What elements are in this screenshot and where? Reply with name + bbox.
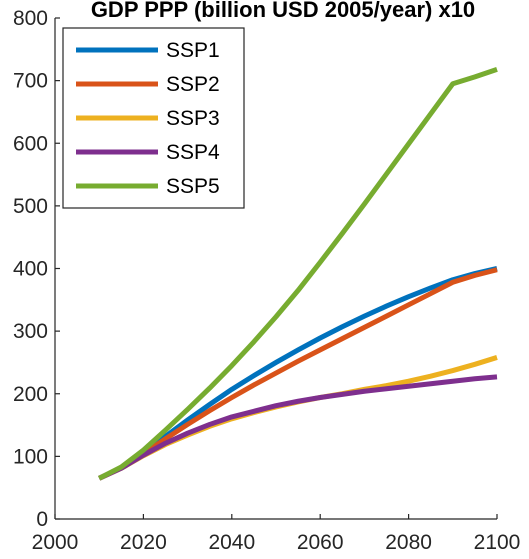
x-tick-label: 2020 (120, 531, 167, 554)
x-tick-label: 2080 (385, 531, 432, 554)
series-line-ssp4 (98, 374, 498, 481)
legend: SSP1 SSP2 SSP3 SSP4 SSP5 (62, 27, 245, 209)
x-tick-label: 2000 (32, 531, 79, 554)
y-tick-label: 500 (13, 195, 48, 218)
y-tick-label: 600 (13, 132, 48, 155)
legend-label-ssp1: SSP1 (166, 39, 220, 62)
chart-title: GDP PPP (billion USD 2005/year) x10 (91, 0, 475, 22)
series-line-ssp5 (98, 66, 498, 481)
y-tick-label: 700 (13, 70, 48, 93)
x-tick-label: 2040 (208, 531, 255, 554)
x-tick-label: 2100 (474, 531, 521, 554)
legend-label-ssp4: SSP4 (166, 141, 220, 164)
ticks-layer: 0 100 200 300 400 500 600 700 800 2000 2020 2040 206… (13, 7, 520, 554)
y-tick-label: 800 (13, 7, 48, 30)
series-line-ssp3 (98, 355, 498, 481)
y-tick-label: 200 (13, 383, 48, 406)
y-tick-label: 300 (13, 320, 48, 343)
series-line-ssp2 (98, 267, 498, 481)
legend-label-ssp2: SSP2 (166, 73, 220, 96)
legend-label-ssp5: SSP5 (166, 175, 220, 198)
y-tick-label: 0 (36, 508, 48, 531)
series-layer (98, 66, 498, 481)
x-tick-label: 2060 (297, 531, 344, 554)
legend-label-ssp3: SSP3 (166, 107, 220, 130)
y-tick-label: 100 (13, 445, 48, 468)
y-tick-label: 400 (13, 258, 48, 281)
